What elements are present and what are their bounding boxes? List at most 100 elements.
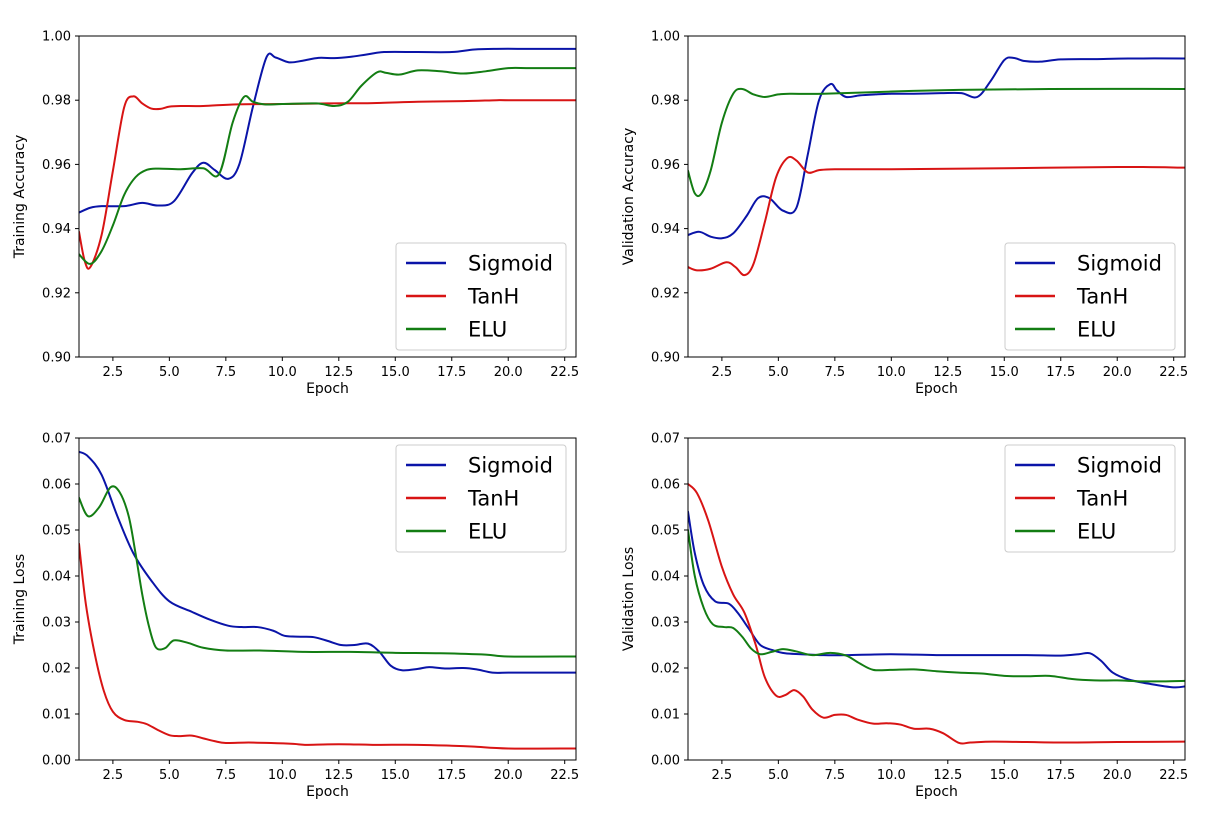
x-axis-label: Epoch bbox=[306, 381, 349, 397]
plot-frame bbox=[78, 35, 577, 358]
x-tick-label: 10.0 bbox=[268, 768, 297, 783]
x-tick-label: 22.5 bbox=[550, 365, 579, 380]
x-tick-label: 15.0 bbox=[990, 365, 1019, 380]
series-line-sigmoid bbox=[79, 47, 576, 214]
y-tick-label: 0.02 bbox=[42, 662, 71, 677]
series-line-sigmoid bbox=[688, 510, 1185, 689]
y-tick-label: 0.94 bbox=[651, 222, 680, 237]
y-tick-label: 0.90 bbox=[651, 351, 680, 366]
x-tick-label: 5.0 bbox=[159, 365, 180, 380]
y-axis-label: Training Loss bbox=[12, 554, 28, 645]
series-line-elu bbox=[688, 529, 1185, 683]
chart-panel-1: 2.5 5.0 7.5 10.0 12.5 15.0 17.5 20.0 22.5 0.90 0.9… bbox=[12, 30, 579, 398]
x-tick-label: 12.5 bbox=[933, 768, 962, 783]
y-tick-label: 0.92 bbox=[651, 286, 680, 301]
x-tick-label: 20.0 bbox=[494, 365, 523, 380]
legend-label-sigmoid: Sigmoid bbox=[468, 454, 553, 478]
series-line-elu bbox=[79, 485, 576, 658]
legend-label-elu: ELU bbox=[1077, 318, 1116, 342]
x-tick-label: 22.5 bbox=[550, 768, 579, 783]
x-tick-label: 17.5 bbox=[437, 768, 466, 783]
y-tick-label: 0.07 bbox=[42, 432, 71, 447]
x-tick-label: 12.5 bbox=[324, 768, 353, 783]
series-line-tanh bbox=[79, 542, 576, 750]
series-line-sigmoid bbox=[688, 56, 1185, 240]
y-tick-label: 1.00 bbox=[42, 30, 71, 45]
y-tick-label: 0.96 bbox=[42, 158, 71, 173]
y-axis-label: Training Accuracy bbox=[12, 135, 28, 260]
x-tick-label: 7.5 bbox=[215, 768, 236, 783]
x-tick-label: 15.0 bbox=[381, 365, 410, 380]
legend-box bbox=[1004, 444, 1176, 553]
legend-box bbox=[1004, 242, 1176, 351]
series-line-tanh bbox=[79, 95, 576, 270]
legend-box bbox=[395, 444, 567, 553]
y-tick-label: 0.04 bbox=[42, 570, 71, 585]
x-tick-label: 20.0 bbox=[494, 768, 523, 783]
legend-label-sigmoid: Sigmoid bbox=[1077, 252, 1162, 276]
chart-panel-2: 2.5 5.0 7.5 10.0 12.5 15.0 17.5 20.0 22.5 0.90 0.9… bbox=[621, 30, 1188, 398]
x-tick-label: 2.5 bbox=[712, 768, 733, 783]
y-tick-label: 0.00 bbox=[651, 754, 680, 769]
y-tick-label: 0.92 bbox=[42, 286, 71, 301]
y-tick-label: 0.01 bbox=[651, 708, 680, 723]
x-tick-label: 10.0 bbox=[268, 365, 297, 380]
x-tick-label: 10.0 bbox=[877, 768, 906, 783]
x-tick-label: 7.5 bbox=[824, 365, 845, 380]
legend-label-sigmoid: Sigmoid bbox=[1077, 454, 1162, 478]
series-line-elu bbox=[688, 87, 1185, 198]
legend-label-tanh: TanH bbox=[467, 285, 519, 309]
x-tick-label: 20.0 bbox=[1103, 768, 1132, 783]
x-tick-label: 12.5 bbox=[933, 365, 962, 380]
legend-label-tanh: TanH bbox=[1076, 487, 1128, 511]
y-tick-label: 0.98 bbox=[651, 94, 680, 109]
legend: Sigmoid TanH ELU bbox=[1004, 242, 1176, 351]
y-tick-label: 0.98 bbox=[42, 94, 71, 109]
series-line-tanh bbox=[688, 483, 1185, 745]
y-tick-label: 0.01 bbox=[42, 708, 71, 723]
x-axis-label: Epoch bbox=[915, 381, 958, 397]
x-tick-label: 7.5 bbox=[215, 365, 236, 380]
y-tick-label: 0.03 bbox=[651, 616, 680, 631]
legend: Sigmoid TanH ELU bbox=[395, 242, 567, 351]
x-tick-label: 15.0 bbox=[381, 768, 410, 783]
y-tick-label: 0.06 bbox=[651, 478, 680, 493]
x-tick-label: 20.0 bbox=[1103, 365, 1132, 380]
x-tick-label: 17.5 bbox=[1046, 365, 1075, 380]
x-axis-label: Epoch bbox=[915, 784, 958, 800]
y-tick-label: 0.05 bbox=[42, 524, 71, 539]
x-tick-label: 12.5 bbox=[324, 365, 353, 380]
y-tick-label: 0.06 bbox=[42, 478, 71, 493]
plot-frame bbox=[687, 35, 1186, 358]
x-tick-label: 2.5 bbox=[712, 365, 733, 380]
legend-label-tanh: TanH bbox=[467, 487, 519, 511]
x-tick-label: 5.0 bbox=[159, 768, 180, 783]
x-tick-label: 5.0 bbox=[768, 365, 789, 380]
x-tick-label: 22.5 bbox=[1159, 768, 1188, 783]
legend: Sigmoid TanH ELU bbox=[395, 444, 567, 553]
y-tick-label: 0.03 bbox=[42, 616, 71, 631]
x-tick-label: 10.0 bbox=[877, 365, 906, 380]
plot-frame bbox=[687, 437, 1186, 761]
y-tick-label: 0.04 bbox=[651, 570, 680, 585]
y-tick-label: 0.96 bbox=[651, 158, 680, 173]
legend-label-elu: ELU bbox=[1077, 520, 1116, 544]
x-tick-label: 17.5 bbox=[437, 365, 466, 380]
series-line-elu bbox=[79, 66, 576, 265]
chart-panel-3: 2.5 5.0 7.5 10.0 12.5 15.0 17.5 20.0 22.5 0.00 0.0… bbox=[12, 432, 579, 801]
legend: Sigmoid TanH ELU bbox=[1004, 444, 1176, 553]
y-tick-label: 0.05 bbox=[651, 524, 680, 539]
chart-panel-4: 2.5 5.0 7.5 10.0 12.5 15.0 17.5 20.0 22.5 0.00 0.0… bbox=[621, 432, 1188, 801]
x-tick-label: 7.5 bbox=[824, 768, 845, 783]
series-line-sigmoid bbox=[79, 450, 576, 674]
series-line-tanh bbox=[688, 155, 1185, 277]
legend-box bbox=[395, 242, 567, 351]
y-tick-label: 0.02 bbox=[651, 662, 680, 677]
y-tick-label: 0.90 bbox=[42, 351, 71, 366]
y-tick-label: 0.07 bbox=[651, 432, 680, 447]
legend-label-elu: ELU bbox=[468, 520, 507, 544]
x-tick-label: 5.0 bbox=[768, 768, 789, 783]
x-axis-label: Epoch bbox=[306, 784, 349, 800]
legend-label-elu: ELU bbox=[468, 318, 507, 342]
